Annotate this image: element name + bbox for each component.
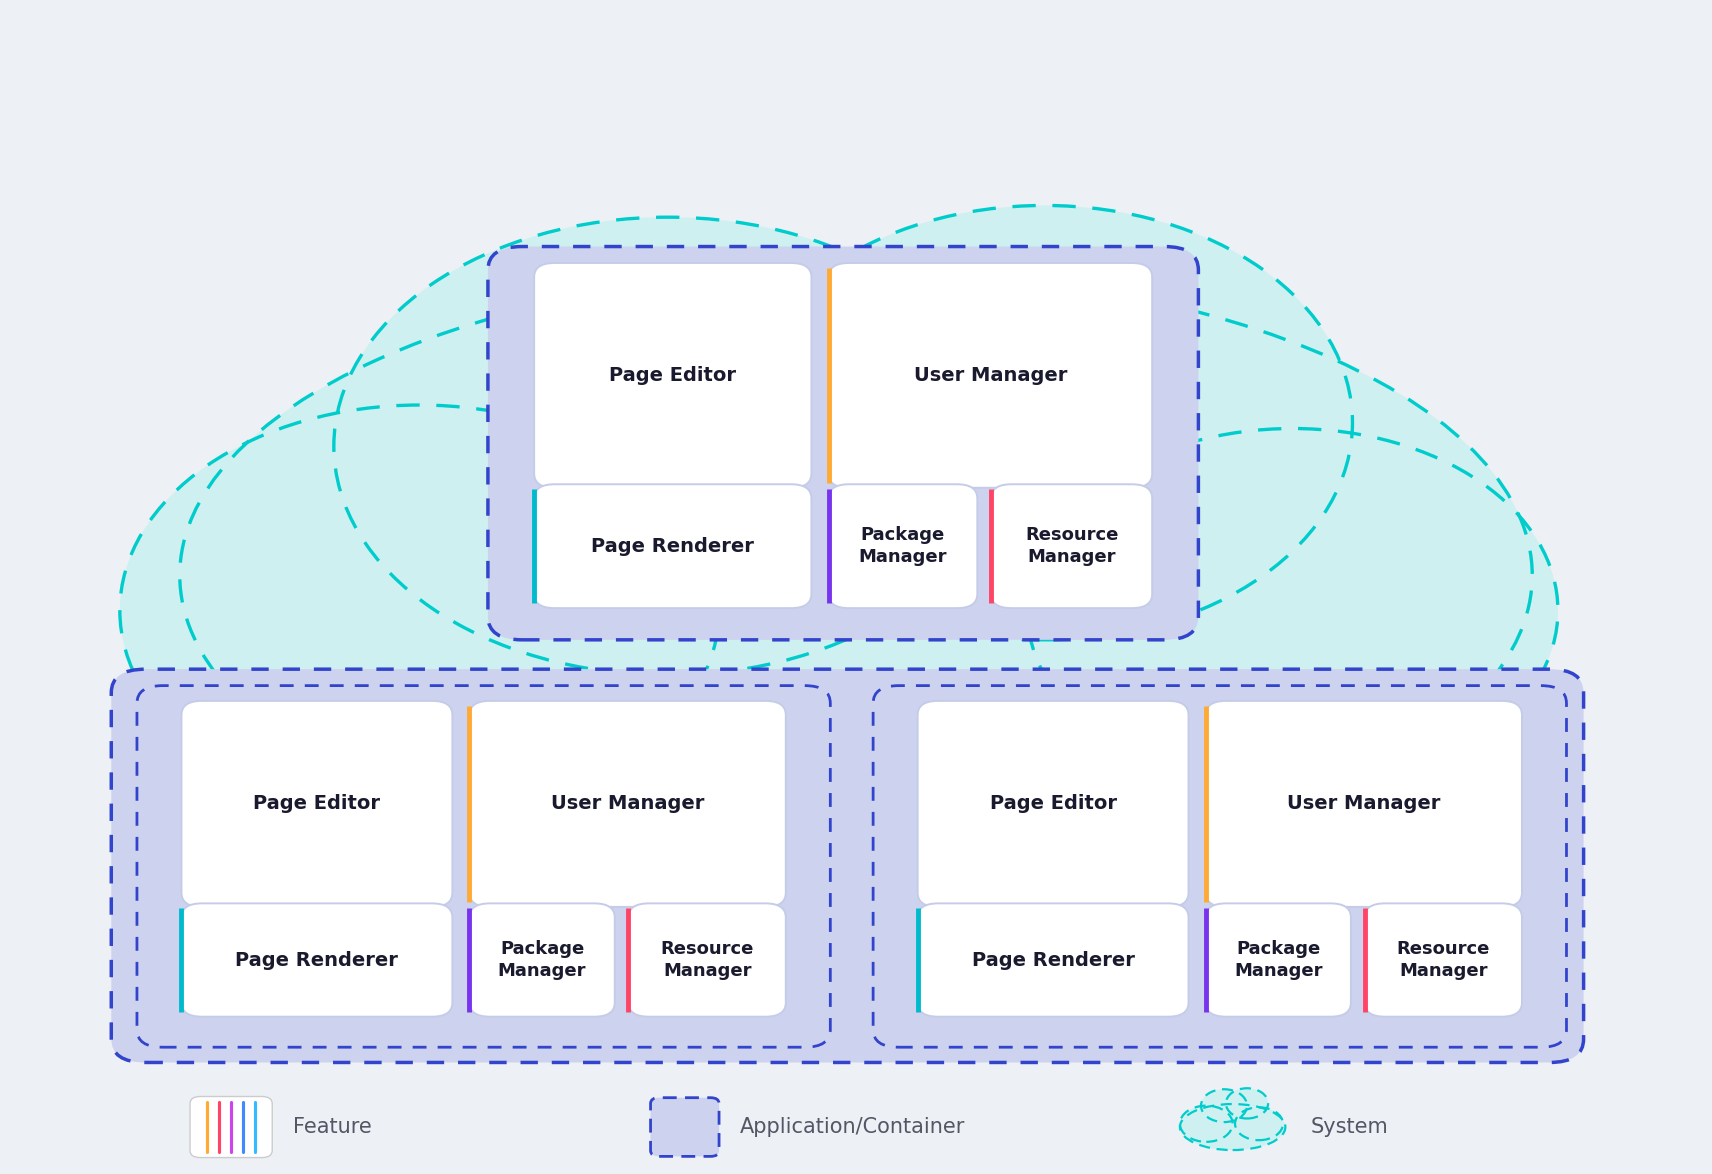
FancyBboxPatch shape — [181, 701, 452, 906]
Ellipse shape — [1226, 1088, 1269, 1119]
FancyBboxPatch shape — [651, 1098, 719, 1156]
FancyBboxPatch shape — [111, 669, 1584, 1062]
Ellipse shape — [1202, 1089, 1246, 1122]
Text: Resource
Manager: Resource Manager — [661, 940, 753, 980]
FancyBboxPatch shape — [137, 686, 830, 1047]
Text: Page Renderer: Page Renderer — [236, 951, 399, 970]
Ellipse shape — [1234, 1107, 1282, 1140]
Text: User Manager: User Manager — [551, 795, 704, 814]
FancyBboxPatch shape — [469, 903, 615, 1017]
Text: Package
Manager: Package Manager — [1234, 940, 1323, 980]
FancyBboxPatch shape — [918, 903, 1188, 1017]
Text: Page Renderer: Page Renderer — [591, 537, 755, 555]
Ellipse shape — [334, 217, 1002, 675]
Ellipse shape — [180, 270, 1532, 880]
FancyBboxPatch shape — [829, 484, 978, 608]
Text: Page Editor: Page Editor — [609, 366, 736, 385]
Text: Feature: Feature — [293, 1116, 372, 1138]
FancyBboxPatch shape — [829, 263, 1152, 487]
Text: Resource
Manager: Resource Manager — [1025, 526, 1118, 566]
FancyBboxPatch shape — [873, 686, 1566, 1047]
Text: Page Editor: Page Editor — [253, 795, 380, 814]
FancyBboxPatch shape — [1205, 701, 1522, 906]
Ellipse shape — [1180, 1106, 1233, 1142]
Text: Page Renderer: Page Renderer — [972, 951, 1135, 970]
FancyBboxPatch shape — [534, 263, 811, 487]
Text: Resource
Manager: Resource Manager — [1397, 940, 1489, 980]
Text: Package
Manager: Package Manager — [498, 940, 587, 980]
Ellipse shape — [120, 405, 719, 816]
Ellipse shape — [1180, 1104, 1286, 1151]
Ellipse shape — [736, 205, 1352, 640]
FancyBboxPatch shape — [918, 701, 1188, 906]
Text: User Manager: User Manager — [914, 366, 1067, 385]
Text: Application/Container: Application/Container — [740, 1116, 966, 1138]
FancyBboxPatch shape — [991, 484, 1152, 608]
FancyBboxPatch shape — [181, 903, 452, 1017]
FancyBboxPatch shape — [488, 247, 1198, 640]
Text: User Manager: User Manager — [1287, 795, 1440, 814]
Ellipse shape — [1027, 429, 1558, 792]
FancyBboxPatch shape — [190, 1097, 272, 1158]
Text: Package
Manager: Package Manager — [859, 526, 947, 566]
FancyBboxPatch shape — [628, 903, 786, 1017]
FancyBboxPatch shape — [469, 701, 786, 906]
Text: System: System — [1311, 1116, 1388, 1138]
FancyBboxPatch shape — [1205, 903, 1351, 1017]
FancyBboxPatch shape — [534, 484, 811, 608]
Text: Page Editor: Page Editor — [990, 795, 1116, 814]
FancyBboxPatch shape — [1364, 903, 1522, 1017]
